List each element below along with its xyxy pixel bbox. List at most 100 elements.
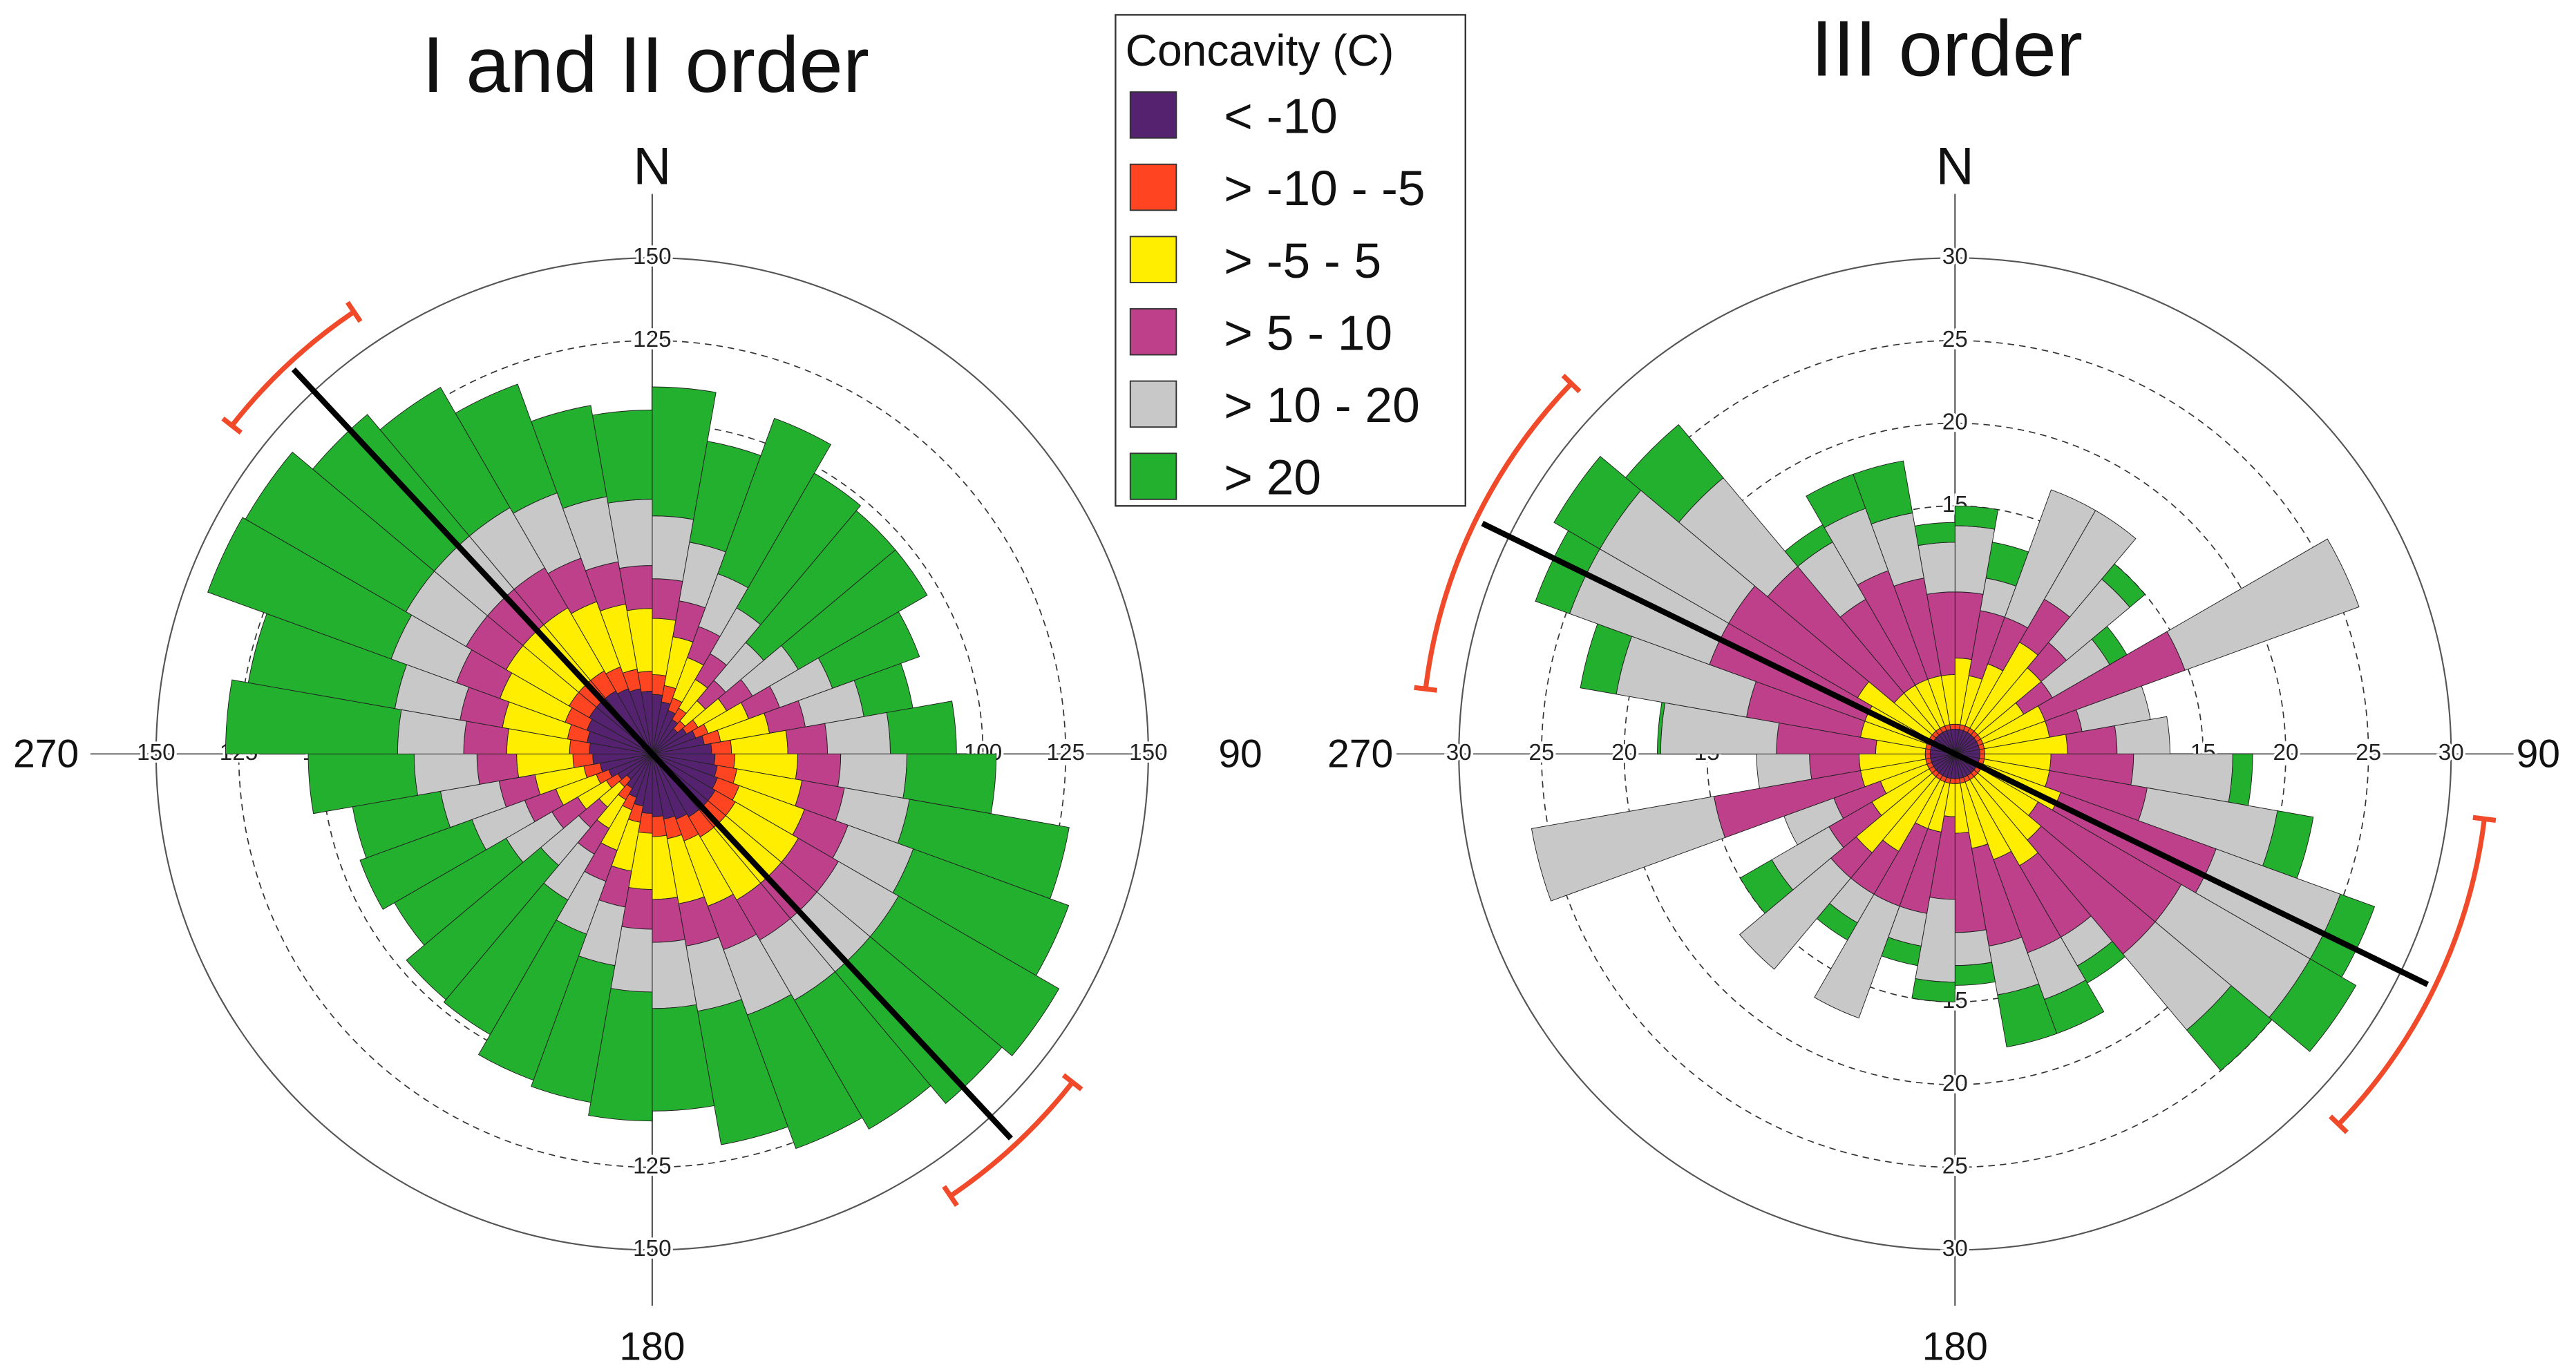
confidence-interval-arc	[1423, 381, 1573, 689]
rose-bar-segment	[717, 417, 832, 589]
confidence-interval-arc	[949, 1080, 1074, 1199]
radial-tick-label: 25	[1528, 740, 1554, 765]
radial-tick-label: 125	[633, 1153, 672, 1179]
rose-bar-segment	[1914, 522, 1955, 546]
confidence-interval-arc	[2336, 818, 2487, 1126]
rose-bar-segment	[359, 819, 487, 910]
rose-bar-segment	[652, 386, 717, 520]
legend-label: < -10	[1224, 89, 1338, 144]
legend-label: > 10 - 20	[1224, 378, 1419, 433]
rose-bar-segment	[588, 988, 653, 1122]
rose-bar-segment	[443, 882, 569, 1036]
legend-label: > -5 - 5	[1224, 234, 1381, 289]
rose-bar-segment	[225, 679, 402, 754]
legend-label: > 5 - 10	[1224, 305, 1392, 361]
radial-tick-label: 25	[1942, 327, 1968, 352]
direction-label-west: 270	[13, 732, 79, 776]
rose-bar-segment	[2043, 510, 2137, 618]
legend-swatch	[1129, 452, 1177, 500]
radial-tick-label: 20	[1611, 740, 1637, 765]
chart-title-left: I and II order	[422, 21, 869, 109]
mean-direction-line	[291, 367, 1014, 1141]
radial-tick-label: 150	[633, 244, 672, 269]
confidence-interval-cap	[2329, 1114, 2349, 1134]
rose-bar-segment	[2269, 958, 2357, 1052]
radial-tick-label: 125	[1046, 740, 1085, 765]
direction-label-east: 90	[2517, 732, 2560, 776]
direction-label-south: 180	[1922, 1325, 1988, 1369]
direction-label-west: 270	[1327, 732, 1393, 776]
rose-bar-segment	[1954, 505, 1999, 530]
legend-swatch	[1129, 163, 1177, 211]
rose-bar-segment	[2166, 538, 2360, 671]
rose-bar-segment	[531, 955, 616, 1103]
radial-tick-label: 20	[1942, 409, 1968, 435]
rose-bar-segment	[1814, 893, 1900, 1019]
legend-title: Concavity (C)	[1126, 26, 1394, 75]
rose-bar-segment	[245, 451, 435, 613]
rose-bar-segment	[1954, 929, 1993, 966]
rose-bar-segment	[736, 473, 862, 625]
rose-bar-segment	[697, 999, 788, 1145]
confidence-interval-cap	[942, 1185, 959, 1208]
confidence-interval-cap	[1061, 1073, 1083, 1092]
legend-label: > 20	[1224, 450, 1321, 506]
radial-tick-label: 30	[1446, 740, 1472, 765]
rose-bar-segment	[379, 387, 511, 537]
rose-bar-segment	[207, 517, 413, 660]
rose-bar-segment	[1979, 748, 1985, 754]
rose-bar-segment	[781, 549, 928, 670]
direction-label-east: 90	[1218, 732, 1262, 776]
legend-swatch	[1129, 91, 1177, 139]
confidence-interval-cap	[1414, 685, 1438, 693]
rose-bar-segment	[1949, 723, 1955, 730]
rose-bar-segment	[312, 414, 470, 572]
direction-label-north: N	[1936, 137, 1974, 196]
radial-tick-label: 25	[1942, 1153, 1968, 1179]
confidence-interval-cap	[1561, 373, 1582, 394]
radial-tick-label: 30	[2438, 740, 2464, 765]
legend-label: > -10 - -5	[1224, 161, 1425, 216]
rose-bar-segment	[1911, 978, 1955, 1002]
radial-tick-label: 20	[2273, 740, 2298, 765]
rose-bar-segment	[591, 410, 653, 504]
rose-bar-segment	[1997, 983, 2058, 1048]
rose-bar-segment	[869, 895, 1060, 1056]
rose-bar-segment	[1924, 753, 1931, 760]
rose-bar-segment	[834, 936, 1003, 1105]
radial-tick-label: 150	[633, 1236, 672, 1261]
radial-tick-label: 150	[137, 740, 176, 765]
rose-bar-segment	[1531, 796, 1726, 902]
rose-bar-segment	[455, 383, 558, 514]
legend-swatch	[1129, 236, 1177, 283]
radial-tick-label: 25	[2356, 740, 2381, 765]
legend: Concavity (C) < -10 > -10 - -5 > -5 - 5 > 5…	[1115, 14, 1466, 507]
radial-tick-label: 20	[1942, 1071, 1968, 1096]
rose-diagram-iii-order: 15151515202020202525252530303030N9018027…	[1327, 137, 2560, 1369]
rose-diagram-i-ii-order: 100100100100125125125125150150150150N901…	[13, 137, 1262, 1369]
rose-bar-segment	[1553, 455, 1642, 550]
radial-tick-label: 30	[1942, 244, 1968, 269]
rose-bar-segment	[2186, 985, 2273, 1071]
radial-tick-label: 30	[1942, 1236, 1968, 1261]
legend-swatch	[1129, 380, 1177, 428]
rose-bar-segment	[817, 611, 920, 689]
rose-bar-segment	[794, 971, 931, 1130]
radial-tick-label: 125	[633, 327, 672, 352]
rose-bar-segment	[1954, 778, 1961, 784]
rose-bar-segment	[1625, 423, 1724, 523]
confidence-interval-cap	[2472, 814, 2497, 823]
rose-bar-segment	[406, 847, 560, 1000]
confidence-interval-arc	[229, 309, 356, 428]
rose-bar-segment	[1853, 460, 1913, 525]
rose-bar-segment	[1739, 857, 1852, 970]
direction-label-south: 180	[619, 1325, 685, 1369]
confidence-interval-cap	[345, 301, 363, 323]
chart-title-right: III order	[1811, 5, 2083, 93]
radial-tick-label: 150	[1129, 740, 1168, 765]
rose-bar-segment	[531, 405, 607, 509]
rose-bar-segment	[1739, 859, 1794, 914]
rose-bar-segment	[746, 993, 863, 1150]
rose-bar-segment	[477, 920, 587, 1081]
